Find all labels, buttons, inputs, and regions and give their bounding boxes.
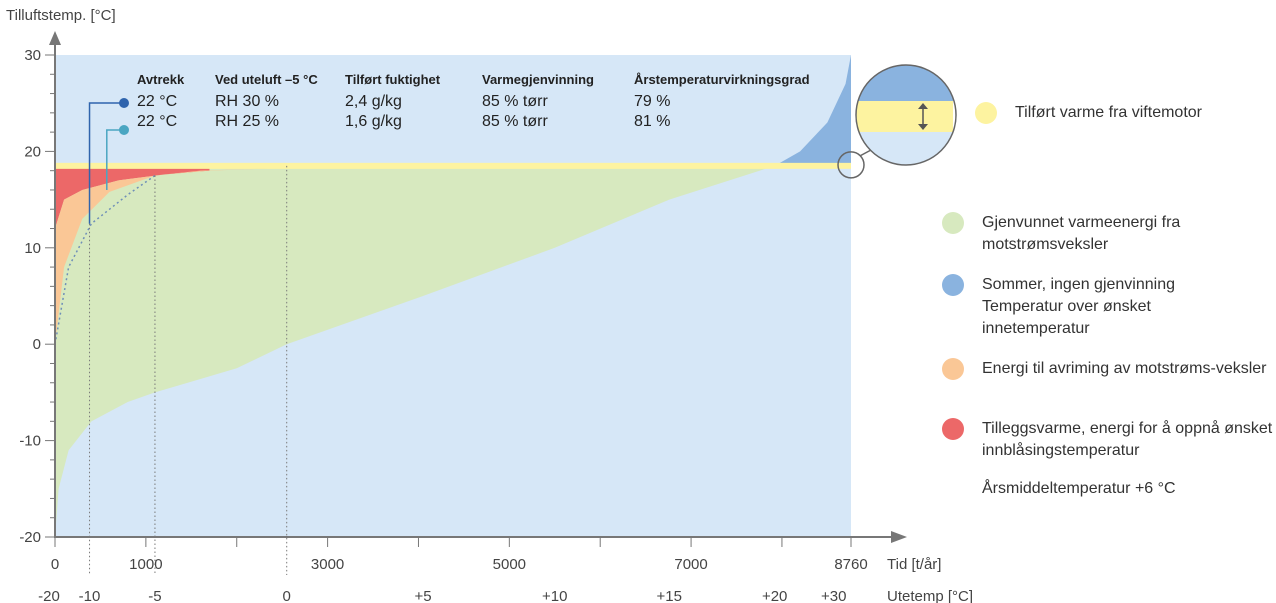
table-cell: 85 % tørr (482, 113, 548, 130)
x2-tick-label: -20 (38, 588, 60, 603)
x2-tick-label: -5 (148, 588, 161, 603)
y-axis-label: Tilluftstemp. [°C] (6, 7, 116, 24)
table-header: Årstemperaturvirkningsgrad (634, 72, 810, 87)
legend-swatch-fan (975, 102, 997, 124)
summer-area (774, 55, 851, 166)
table-cell: RH 30 % (215, 93, 279, 110)
x-tick-label: 1000 (129, 556, 162, 573)
legend-swatch-extra (942, 418, 964, 440)
legend-label-extra: Tilleggsvarme, energi for å oppnå ønsket… (982, 420, 1273, 459)
zoom-fan-band (856, 101, 956, 132)
x-tick-label: 7000 (674, 556, 707, 573)
table-cell: 22 °C (137, 93, 177, 110)
x-tick-label: 8760 (834, 556, 867, 573)
marker-leader-line (88, 102, 124, 224)
recovered-heat-area (55, 165, 775, 538)
x2-axis-label: Utetemp [°C] (887, 588, 973, 603)
table-cell: 81 % (634, 113, 670, 130)
x2-tick-label: 0 (283, 588, 291, 603)
legend-swatch-summer (942, 274, 964, 296)
zoom-inset (856, 65, 956, 165)
legend-label-recovery: Gjenvunnet varmeenergi fra motstrømsveks… (982, 214, 1181, 253)
table-header: Ved uteluft –5 °C (215, 72, 318, 87)
table-cell: 22 °C (137, 113, 177, 130)
table-cell: 2,4 g/kg (345, 93, 402, 110)
x2-tick-label: -10 (79, 588, 101, 603)
x-axis-label: Tid [t/år] (887, 556, 941, 573)
zoom-circle (855, 64, 957, 166)
double-arrow-icon-bottom (918, 124, 928, 130)
x2-tick-label: +10 (542, 588, 567, 603)
table-cell: 1,6 g/kg (345, 113, 402, 130)
x2-tick-label: +5 (414, 588, 431, 603)
x2-tick-label: +30 (821, 588, 846, 603)
y-tick-label: 0 (33, 336, 41, 353)
x2-tick-label: +20 (762, 588, 787, 603)
y-tick-label: 10 (24, 240, 41, 257)
table-header: Avtrekk (137, 72, 185, 87)
x-axis-arrow (891, 531, 907, 543)
series-marker-dot (119, 98, 129, 108)
zoom-lower (856, 132, 956, 165)
legend-swatch-recovery (942, 212, 964, 234)
zoom-right-mask (953, 65, 956, 165)
x2-tick-label: +15 (657, 588, 682, 603)
series-marker-dot (119, 125, 129, 135)
zoom-connector (859, 149, 872, 157)
zoom-source-circle (837, 151, 865, 179)
table-header: Varmegjenvinning (482, 72, 594, 87)
table-cell: 85 % tørr (482, 93, 548, 110)
legend-swatch-defrost (942, 358, 964, 380)
table-cell: RH 25 % (215, 113, 279, 130)
legend-label-summer: Sommer, ingen gjenvinning Temperatur ove… (982, 276, 1176, 337)
legend-label-defrost: Energi til avriming av motstrøms-veksler (982, 360, 1267, 377)
plot-area: 30 20 10 0 -10 -20 0 1000 3000 5000 7000 8760 -20 -10… (19, 31, 957, 603)
table-header: Tilført fuktighet (345, 72, 441, 87)
double-arrow-icon-top (918, 103, 928, 109)
x-tick-label: 3000 (311, 556, 344, 573)
x-tick-label: 5000 (493, 556, 526, 573)
y-tick-label: -10 (19, 433, 41, 450)
marker-leader-line (106, 129, 124, 190)
y-tick-label: 30 (24, 47, 41, 64)
annual-mean-note: Årsmiddeltemperatur +6 °C (982, 480, 1176, 497)
table-cell: 79 % (634, 93, 670, 110)
zoom-upper (856, 65, 956, 101)
fan-heat-band (55, 162, 851, 169)
y-axis-arrow (49, 31, 61, 45)
extra-heat-area (55, 165, 210, 229)
legend-label-fan: Tilført varme fra viftemotor (1015, 104, 1202, 121)
y-tick-label: 20 (24, 143, 41, 160)
x-tick-label: 0 (51, 556, 59, 573)
y-tick-label: -20 (19, 529, 41, 546)
